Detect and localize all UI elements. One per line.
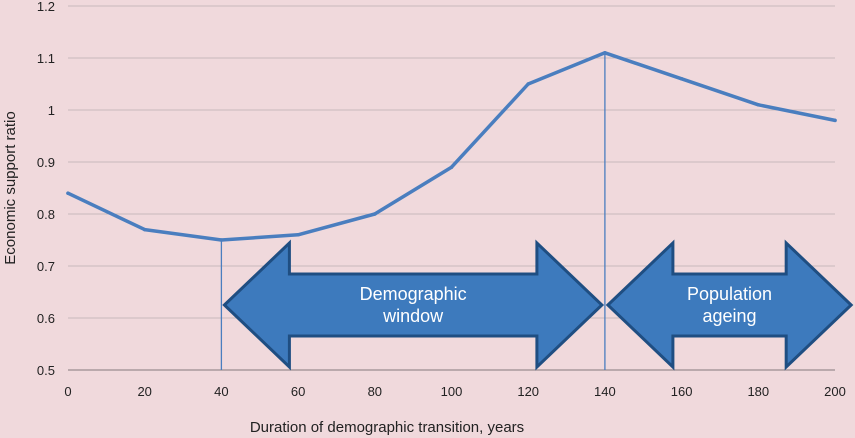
data-point xyxy=(219,238,224,242)
data-point xyxy=(756,103,761,107)
data-point xyxy=(142,227,147,232)
x-tick-label: 180 xyxy=(747,384,769,399)
y-tick-label: 0.7 xyxy=(37,259,55,274)
data-point xyxy=(449,165,454,169)
data-point xyxy=(603,51,607,55)
x-tick-label: 120 xyxy=(517,384,539,399)
annotation-arrows: Demographic window Population ageing xyxy=(222,239,854,371)
x-tick-label: 80 xyxy=(368,384,382,399)
y-tick-label: 1.2 xyxy=(37,0,55,14)
annotation-label: Population ageing xyxy=(687,284,772,326)
y-tick-label: 0.5 xyxy=(37,363,55,378)
x-tick-label: 60 xyxy=(291,384,305,399)
annotation-arrow xyxy=(605,239,854,371)
x-axis-label: Duration of demographic transition, year… xyxy=(250,419,524,436)
data-point xyxy=(526,82,530,86)
x-tick-label: 0 xyxy=(64,384,71,399)
data-point xyxy=(679,77,684,81)
tick-labels: 0.5 0.6 0.7 0.8 0.9 1 1.1 1.2 0 20 40 60 80 100 120 140… xyxy=(37,0,846,399)
x-tick-label: 40 xyxy=(214,384,228,399)
x-tick-label: 160 xyxy=(671,384,693,399)
markers xyxy=(220,52,606,370)
annotation-arrow xyxy=(222,239,605,371)
data-point xyxy=(296,233,300,237)
series-lines xyxy=(66,51,837,242)
data-point xyxy=(66,191,70,195)
annotation-label: Demographic window xyxy=(360,284,467,326)
y-tick-label: 1.1 xyxy=(37,51,55,66)
data-point xyxy=(833,118,837,123)
y-tick-label: 0.8 xyxy=(37,207,55,222)
x-tick-label: 20 xyxy=(137,384,151,399)
x-tick-label: 200 xyxy=(824,384,846,399)
y-axis-label: Economic support ratio xyxy=(2,111,19,264)
x-tick-label: 100 xyxy=(441,384,463,399)
data-point xyxy=(373,212,377,216)
y-tick-label: 0.6 xyxy=(37,311,55,326)
series-line xyxy=(66,51,837,242)
y-tick-label: 1 xyxy=(48,103,55,118)
x-tick-label: 140 xyxy=(594,384,616,399)
y-tick-label: 0.9 xyxy=(37,155,55,170)
grid xyxy=(68,5,835,371)
